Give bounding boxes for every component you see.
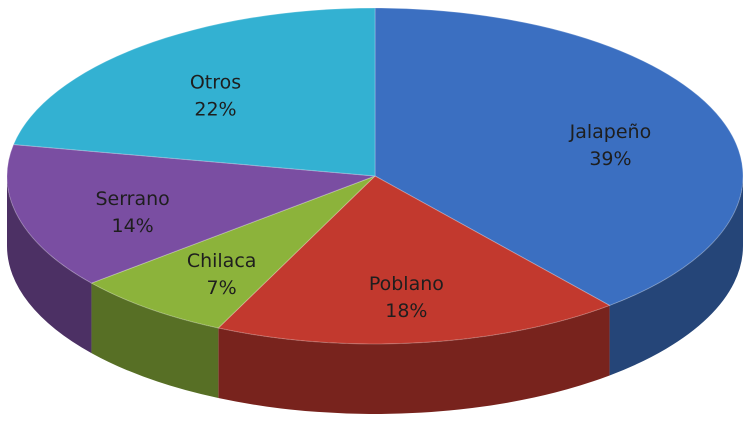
slice: [6, 143, 376, 284]
slice-label: Jalapeño: [569, 121, 652, 143]
slice-label: Serrano: [95, 188, 169, 210]
slice: [374, 7, 743, 306]
slice-label: Otros: [190, 71, 241, 93]
value-label: 18%: [385, 300, 427, 322]
slice-side: [7, 176, 92, 354]
slice-side: [218, 305, 610, 415]
slice: [217, 175, 611, 345]
value-label: 22%: [194, 98, 236, 120]
slice-side: [609, 176, 743, 376]
value-label: 14%: [112, 215, 154, 237]
slice-label: Poblano: [369, 273, 444, 295]
value-label: 39%: [589, 148, 631, 170]
value-label: 7%: [207, 277, 237, 299]
slice-side: [91, 283, 219, 399]
slice: [90, 175, 376, 329]
slice: [12, 7, 376, 177]
slice-label: Chilaca: [187, 250, 257, 272]
